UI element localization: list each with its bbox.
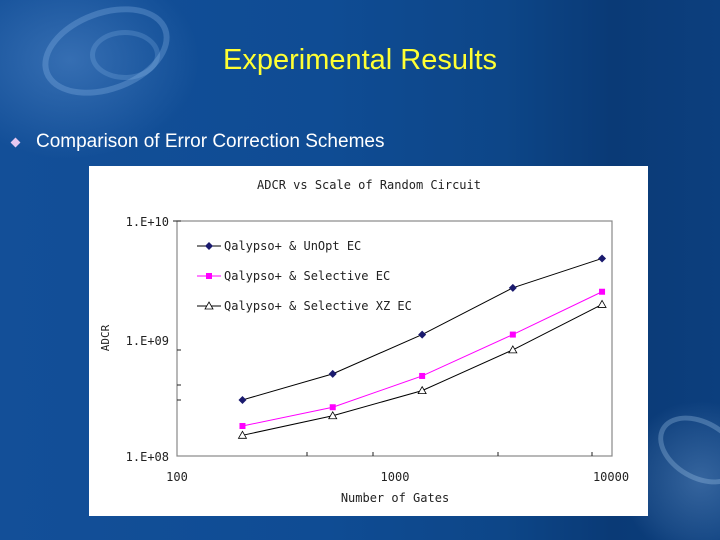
series-layer	[237, 254, 607, 439]
y-tick-label: 1.E+09	[126, 334, 169, 348]
triangle-marker-icon	[204, 301, 214, 310]
background-swirl-decoration	[646, 401, 720, 499]
data-series	[237, 299, 607, 439]
triangle-marker-icon	[508, 345, 518, 354]
square-marker-icon	[509, 331, 516, 338]
y-axis-label: ADCR	[99, 324, 112, 351]
line-chart: ADCR vs Scale of Random Circuit 1.E+10 1…	[99, 178, 629, 505]
data-series	[238, 254, 607, 404]
series-line	[242, 303, 603, 436]
square-marker-icon	[206, 273, 212, 279]
square-marker-icon	[239, 423, 246, 430]
diamond-marker-icon	[238, 395, 247, 404]
x-axis-label: Number of Gates	[341, 491, 449, 505]
triangle-marker-icon	[417, 385, 427, 395]
legend-label: Qalypso+ & UnOpt EC	[224, 239, 361, 253]
triangle-marker-icon	[597, 299, 607, 308]
diamond-marker-icon	[205, 242, 213, 250]
y-axis	[173, 220, 181, 401]
diamond-marker-icon	[328, 369, 337, 378]
triangle-marker-icon	[328, 410, 338, 420]
legend-item: Qalypso+ & UnOpt EC	[197, 239, 361, 253]
bullet-text: Comparison of Error Correction Schemes	[36, 131, 385, 152]
square-marker-icon	[329, 404, 336, 411]
square-marker-icon	[599, 288, 606, 295]
chart-image: ADCR vs Scale of Random Circuit 1.E+10 1…	[89, 166, 648, 516]
legend-item: Qalypso+ & Selective XZ EC	[197, 299, 412, 313]
legend-label: Qalypso+ & Selective XZ EC	[224, 299, 412, 313]
diamond-marker-icon	[598, 254, 607, 263]
legend-label: Qalypso+ & Selective EC	[224, 269, 390, 283]
triangle-marker-icon	[237, 430, 248, 439]
chart-title: ADCR vs Scale of Random Circuit	[257, 178, 481, 192]
bullet-item: Comparison of Error Correction Schemes	[10, 131, 384, 153]
plot-area	[176, 220, 613, 457]
diamond-marker-icon	[418, 330, 427, 339]
y-tick-label: 1.E+10	[126, 215, 169, 229]
square-marker-icon	[419, 372, 426, 379]
x-tick-label: 1000	[381, 470, 410, 484]
slide-title: Experimental Results	[223, 44, 497, 76]
x-axis	[306, 452, 593, 456]
x-tick-label: 100	[166, 470, 188, 484]
legend-item: Qalypso+ & Selective EC	[197, 269, 390, 283]
data-series	[239, 288, 606, 430]
legend: Qalypso+ & UnOpt EC Qalypso+ & Selective…	[197, 239, 412, 313]
y-tick-label: 1.E+08	[126, 450, 169, 464]
diamond-bullet-icon	[10, 137, 21, 147]
x-tick-label: 10000	[593, 470, 629, 484]
diamond-marker-icon	[508, 283, 517, 292]
